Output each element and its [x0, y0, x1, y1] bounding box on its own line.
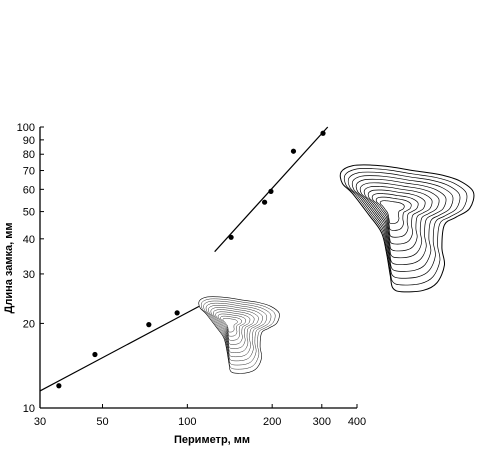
data-point	[56, 383, 62, 389]
y-tick-label: 20	[23, 318, 35, 330]
growth-ring	[205, 302, 268, 362]
y-axis-title: Длина замка, мм	[3, 223, 15, 314]
y-tick-label: 10	[23, 403, 35, 415]
shell-outline	[339, 164, 475, 293]
growth-ring	[210, 307, 259, 353]
growth-ring	[371, 193, 419, 238]
data-point	[320, 130, 326, 136]
data-point	[268, 188, 274, 194]
growth-ring	[217, 313, 247, 341]
growth-ring	[200, 298, 276, 370]
shell-outline	[198, 296, 280, 374]
y-tick-label: 100	[17, 122, 35, 134]
growth-ring	[351, 175, 454, 272]
growth-ring	[379, 200, 405, 224]
shells	[198, 164, 475, 374]
growth-ring	[375, 196, 412, 231]
y-tick-label: 90	[23, 135, 35, 147]
data-point	[290, 148, 297, 154]
growth-ring	[363, 186, 433, 252]
x-tick-label: 100	[178, 416, 196, 428]
y-tick-label: 50	[23, 207, 35, 219]
x-tick-label: 30	[34, 416, 46, 428]
data-point	[174, 310, 180, 316]
x-tick-label: 200	[263, 416, 281, 428]
y-tick-label: 80	[23, 149, 35, 161]
data-point	[261, 199, 268, 205]
x-tick-label: 50	[96, 416, 108, 428]
growth-ring	[222, 318, 238, 333]
growth-ring	[208, 305, 263, 358]
axes	[39, 127, 357, 409]
medium-oyster-shell	[339, 164, 475, 293]
growth-ring	[203, 300, 272, 366]
x-axis-title: Периметр, мм	[174, 434, 250, 446]
data-point	[92, 351, 98, 358]
growth-ring	[367, 189, 426, 245]
y-tick-label: 70	[23, 166, 35, 178]
y-tick-label: 30	[23, 269, 35, 281]
growth-ring	[355, 178, 447, 265]
data-marks	[39, 126, 329, 392]
growth-ring	[215, 311, 251, 345]
y-tick-label: 60	[23, 184, 35, 196]
growth-ring	[213, 309, 255, 349]
fit-line	[39, 305, 200, 392]
x-tick-label: 400	[348, 416, 366, 428]
data-point	[228, 234, 234, 240]
x-tick-label: 300	[313, 416, 331, 428]
small-oyster-shell	[198, 296, 280, 374]
growth-ring	[359, 182, 440, 259]
y-tick-label: 40	[23, 234, 35, 246]
growth-ring	[343, 168, 468, 286]
growth-ring	[347, 171, 461, 279]
growth-ring	[220, 315, 242, 337]
data-point	[146, 322, 152, 328]
